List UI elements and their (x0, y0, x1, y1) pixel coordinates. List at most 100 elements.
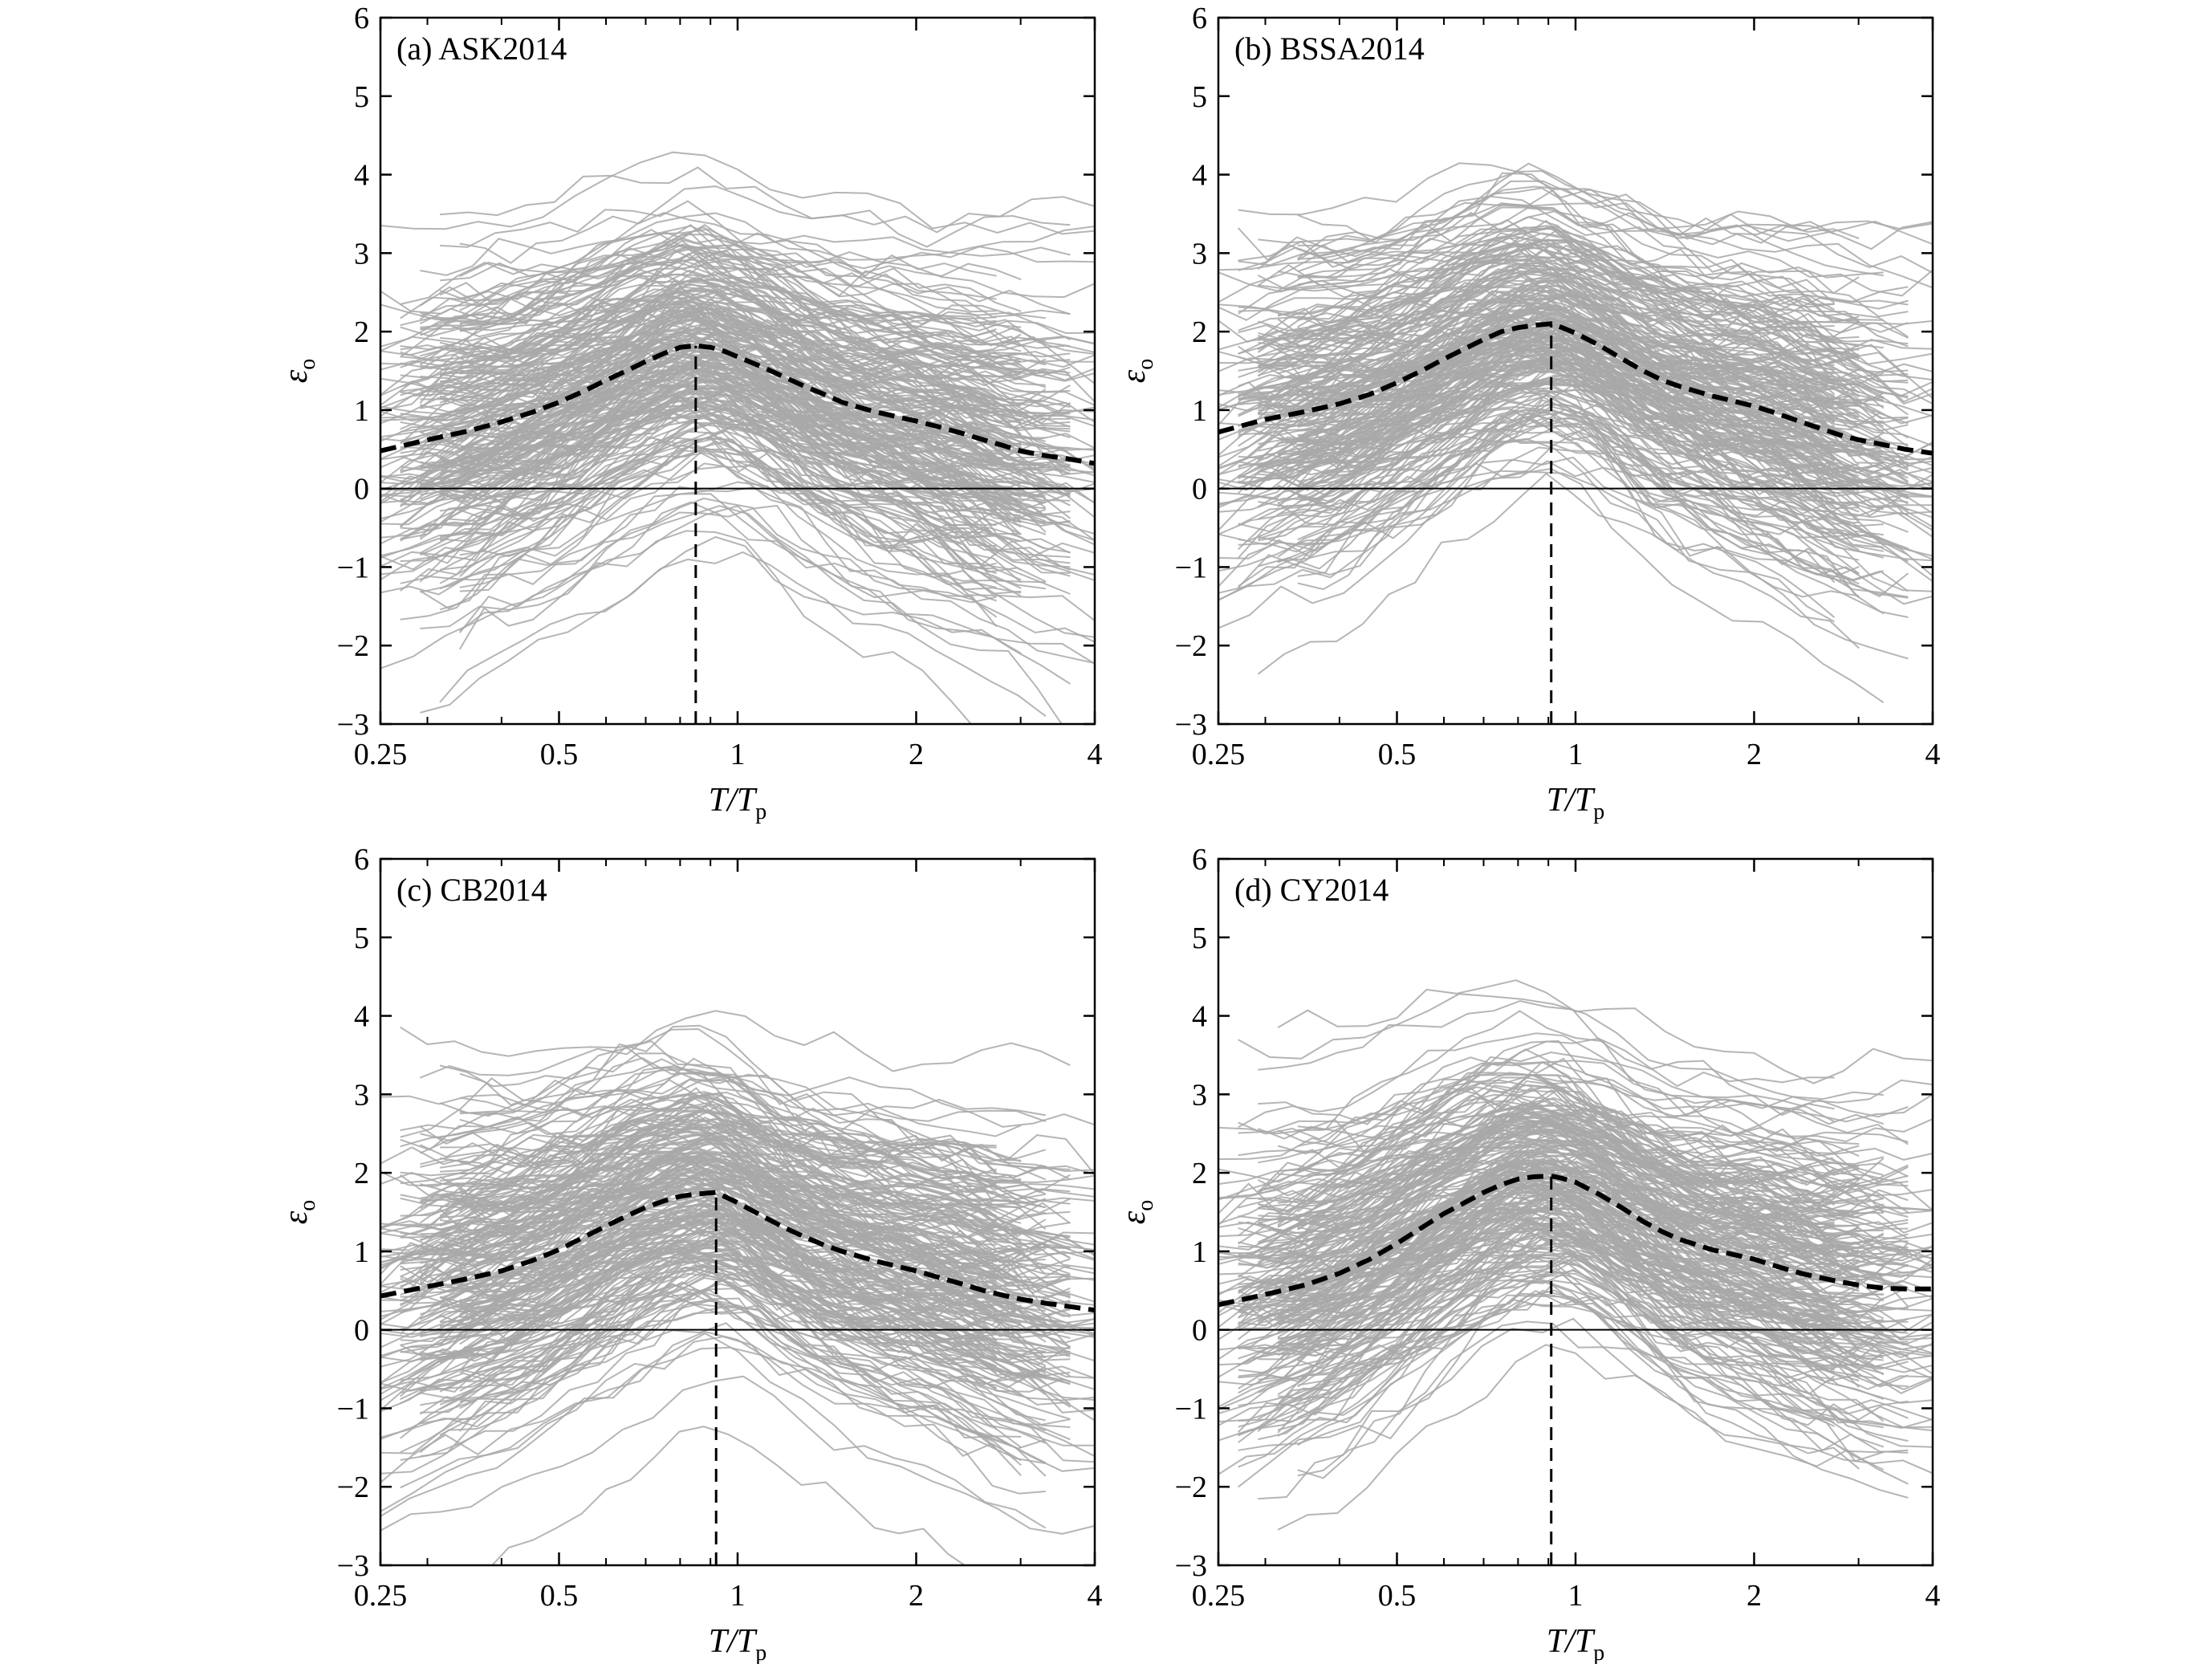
record-curve (419, 438, 1071, 583)
record-curve (1238, 1112, 1933, 1240)
x-tick-label: 1 (1568, 738, 1584, 771)
record-curve (419, 1194, 1071, 1320)
record-curve (420, 1092, 1047, 1202)
y-tick-label: 2 (1192, 315, 1207, 349)
record-curve (1238, 1157, 1860, 1319)
record-curve (1297, 403, 1909, 618)
x-axis-title-sub: p (755, 799, 766, 824)
record-curve (1238, 264, 1836, 378)
record-curve (1238, 1270, 1933, 1432)
record-curve (1238, 1107, 1909, 1237)
record-curve (1297, 382, 1933, 507)
record-curve (459, 1322, 1046, 1495)
record-curve (419, 1149, 1095, 1294)
record-curve (419, 1072, 998, 1175)
x-tick-label: 4 (1088, 1579, 1103, 1613)
y-tick-label: 6 (354, 2, 369, 35)
record-curve (420, 1288, 998, 1450)
record-curve (380, 312, 1022, 455)
record-curve (1277, 411, 1860, 558)
y-axis-title-main: ε (278, 369, 315, 383)
record-curve (1238, 265, 1835, 355)
y-tick-label: 3 (354, 1078, 369, 1112)
record-curve (1297, 1079, 1933, 1177)
y-tick-label: −2 (1175, 1471, 1207, 1504)
mean-curve (380, 1190, 1096, 1313)
record-curve (420, 1091, 1047, 1204)
record-curve (380, 1346, 1022, 1517)
y-axis-title-sub: o (295, 1200, 320, 1211)
record-curve (420, 264, 1047, 376)
record-curve (459, 1075, 1047, 1195)
record-curve (400, 409, 1022, 540)
y-axis-title: εo (278, 1200, 320, 1225)
y-tick-label: −2 (337, 629, 369, 663)
record-curve (1257, 193, 1933, 297)
record-curve (439, 374, 998, 527)
record-curve (459, 223, 1095, 335)
record-curve (439, 306, 1095, 406)
record-curve (420, 535, 1071, 714)
record-curve (459, 302, 998, 446)
record-curve (419, 212, 1071, 320)
record-curve (1278, 254, 1836, 352)
record-curve (1297, 229, 1933, 405)
record-curve (420, 303, 1071, 429)
x-tick-label: 4 (1925, 738, 1941, 771)
record-curve (1297, 1179, 1909, 1323)
y-axis-title-sub: o (1133, 359, 1158, 370)
record-curve (459, 1123, 1047, 1275)
record-curve (1238, 425, 1860, 598)
record-curve (459, 1073, 1095, 1175)
record-curve (1218, 1218, 1933, 1351)
record-curve (1238, 162, 1933, 289)
y-tick-label: 5 (1192, 922, 1207, 955)
y-tick-label: 2 (1192, 1157, 1207, 1190)
record-curve (1277, 312, 1909, 467)
record-curve (439, 1243, 1071, 1426)
record-curve (1257, 359, 1836, 508)
record-curve (380, 1375, 1047, 1532)
record-curve (1297, 189, 1860, 273)
record-curve (459, 1024, 1046, 1117)
record-curve (419, 412, 1047, 540)
y-tick-label: 1 (1192, 394, 1207, 428)
record-curve (1218, 437, 1836, 623)
y-tick-label: 1 (1192, 1235, 1207, 1269)
y-axis-title: εo (1116, 359, 1158, 384)
record-curve (1258, 1174, 1885, 1302)
record-curve (1257, 1128, 1909, 1259)
record-curve (1257, 219, 1835, 328)
record-curve (380, 439, 1022, 596)
record-curve (439, 255, 1071, 371)
record-curve (1238, 1203, 1860, 1349)
record-curve (1257, 242, 1909, 379)
record-curve (439, 368, 997, 492)
record-curve (459, 356, 1095, 519)
record-curve (1277, 1223, 1933, 1355)
record-curve (1258, 1108, 1933, 1211)
y-axis-title-main: ε (1116, 369, 1153, 383)
record-curve (420, 440, 1071, 593)
record-curve (1218, 1220, 1933, 1378)
y-tick-label: 0 (1192, 1314, 1207, 1348)
record-curve (1258, 1162, 1860, 1259)
record-curve (419, 414, 1022, 556)
record-curve (459, 1277, 1047, 1385)
record-curve (439, 551, 1047, 717)
record-curve (380, 1125, 997, 1231)
record-curve (1218, 408, 1860, 551)
record-curve (1278, 339, 1909, 483)
record-curve (380, 1251, 1071, 1365)
record-curve (459, 1264, 1022, 1410)
record-curve (440, 273, 1095, 363)
record-curve (380, 443, 1095, 621)
y-tick-label: 5 (354, 80, 369, 114)
y-tick-label: −3 (337, 708, 369, 742)
record-curve (380, 1224, 998, 1389)
record-curve (400, 1203, 997, 1335)
record-curve (1238, 1219, 1933, 1394)
record-curve (1258, 1125, 1885, 1245)
record-curve (1238, 387, 1933, 551)
y-axis-title: εo (278, 359, 320, 384)
